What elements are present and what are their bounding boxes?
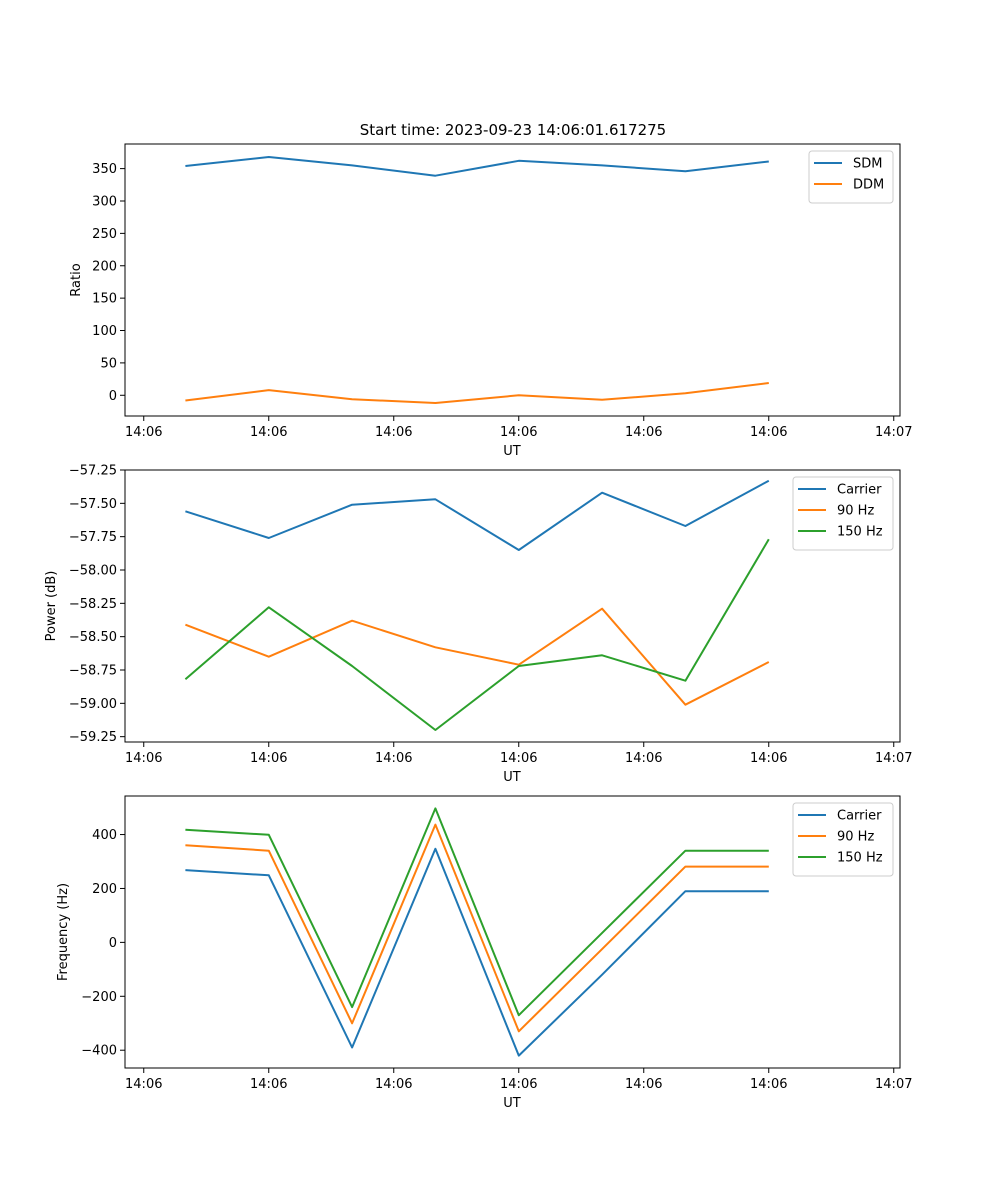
- ratio-x-tick-label: 14:06: [125, 425, 162, 440]
- ratio-x-tick-label: 14:06: [500, 425, 537, 440]
- ratio-x-ticks: 14:06 14:06 14:06 14:06 14:06 14:06 14:07: [125, 416, 912, 440]
- frequency-axes-frame: [124, 795, 901, 1069]
- ratio-x-tick-label: 14:07: [875, 425, 912, 440]
- ratio-y-tick-label: 100: [92, 324, 117, 339]
- frequency-legend-label: 150 Hz: [837, 851, 883, 866]
- power-series-90-hz: [185, 607, 770, 706]
- frequency-legend-label: 90 Hz: [837, 830, 874, 845]
- power-y-tick-label: −59.25: [69, 730, 117, 745]
- ratio-y-tick-label: 350: [92, 162, 117, 177]
- frequency-series-carrier: [185, 847, 769, 1057]
- ratio-series-ddm: [185, 382, 769, 404]
- power-x-tick-label: 14:06: [250, 751, 287, 766]
- power-series-carrier: [185, 479, 770, 551]
- frequency-x-tick-label: 14:06: [375, 1077, 412, 1092]
- frequency-legend-label: Carrier: [837, 809, 882, 824]
- frequency-y-tick-label: −400: [81, 1044, 117, 1059]
- power-y-tick-label: −57.75: [69, 530, 117, 545]
- frequency-series-90-hz: [185, 823, 769, 1033]
- ratio-y-axis-label: Ratio: [69, 263, 84, 296]
- power-axes-frame: [124, 469, 901, 743]
- power-legend: Carrier 90 Hz 150 Hz: [792, 476, 894, 551]
- power-y-axis-label: Power (dB): [44, 571, 59, 642]
- power-y-tick-label: −59.00: [69, 697, 117, 712]
- ratio-x-axis-label: UT: [503, 444, 521, 459]
- ratio-legend: SDM DDM: [808, 150, 894, 204]
- ratio-x-tick-label: 14:06: [250, 425, 287, 440]
- ratio-y-tick-label: 250: [92, 227, 117, 242]
- ratio-y-ticks: 0 50 100 150 200 250 300 350: [92, 162, 125, 404]
- frequency-x-ticks: 14:06 14:06 14:06 14:06 14:06 14:06 14:07: [125, 1068, 912, 1092]
- frequency-y-tick-label: 0: [109, 936, 117, 951]
- power-series-150-hz: [184, 538, 770, 731]
- power-x-tick-label: 14:07: [875, 751, 912, 766]
- power-x-ticks: 14:06 14:06 14:06 14:06 14:06 14:06 14:07: [125, 742, 912, 766]
- power-x-tick-label: 14:06: [375, 751, 412, 766]
- power-y-ticks: −57.25 −57.50 −57.75 −58.00 −58.25 −58.50 −58.…: [69, 464, 125, 745]
- power-y-tick-label: −58.50: [69, 630, 117, 645]
- power-y-tick-label: −57.50: [69, 497, 117, 512]
- frequency-y-ticks: −400 −200 0 200 400: [81, 828, 125, 1059]
- ratio-x-tick-label: 14:06: [625, 425, 662, 440]
- frequency-legend: Carrier 90 Hz 150 Hz: [792, 802, 894, 877]
- frequency-series-150-hz: [185, 807, 769, 1017]
- ratio-x-tick-label: 14:06: [750, 425, 787, 440]
- power-legend-label: 150 Hz: [837, 525, 883, 540]
- ratio-y-tick-label: 0: [109, 389, 117, 404]
- power-y-tick-label: −57.25: [69, 464, 117, 479]
- frequency-y-tick-label: −200: [81, 990, 117, 1005]
- frequency-x-tick-label: 14:07: [875, 1077, 912, 1092]
- frequency-x-tick-label: 14:06: [750, 1077, 787, 1092]
- power-x-tick-label: 14:06: [625, 751, 662, 766]
- ratio-legend-label: SDM: [853, 157, 882, 172]
- frequency-y-tick-label: 200: [92, 882, 117, 897]
- power-x-tick-label: 14:06: [750, 751, 787, 766]
- ratio-legend-label: DDM: [853, 178, 884, 193]
- frequency-x-tick-label: 14:06: [500, 1077, 537, 1092]
- frequency-x-tick-label: 14:06: [250, 1077, 287, 1092]
- power-y-tick-label: −58.75: [69, 664, 117, 679]
- power-y-tick-label: −58.00: [69, 564, 117, 579]
- frequency-x-axis-label: UT: [503, 1096, 521, 1111]
- ratio-y-tick-label: 50: [100, 356, 117, 371]
- power-x-tick-label: 14:06: [500, 751, 537, 766]
- frequency-y-axis-label: Frequency (Hz): [56, 883, 71, 981]
- ratio-series-sdm: [185, 156, 769, 177]
- power-x-axis-label: UT: [503, 770, 521, 785]
- frequency-panel: 14:06 14:06 14:06 14:06 14:06 14:06 14:07 −400…: [56, 795, 912, 1111]
- ratio-axes-frame: [124, 143, 901, 417]
- ratio-y-tick-label: 150: [92, 292, 117, 307]
- frequency-x-tick-label: 14:06: [125, 1077, 162, 1092]
- ratio-series-layer: [185, 156, 769, 404]
- ratio-x-tick-label: 14:06: [375, 425, 412, 440]
- frequency-y-tick-label: 400: [92, 828, 117, 843]
- power-legend-label: Carrier: [837, 483, 882, 498]
- power-legend-label: 90 Hz: [837, 504, 874, 519]
- ratio-y-tick-label: 200: [92, 259, 117, 274]
- frequency-x-tick-label: 14:06: [625, 1077, 662, 1092]
- frequency-series-layer: [185, 807, 769, 1057]
- power-panel: 14:06 14:06 14:06 14:06 14:06 14:06 14:07 −57.…: [44, 464, 912, 786]
- power-y-tick-label: −58.25: [69, 597, 117, 612]
- power-x-tick-label: 14:06: [125, 751, 162, 766]
- ratio-y-tick-label: 300: [92, 194, 117, 209]
- chart-title: Start time: 2023-09-23 14:06:01.617275: [360, 121, 666, 139]
- power-series-layer: [184, 479, 770, 731]
- ratio-panel: Start time: 2023-09-23 14:06:01.617275 1…: [69, 121, 912, 459]
